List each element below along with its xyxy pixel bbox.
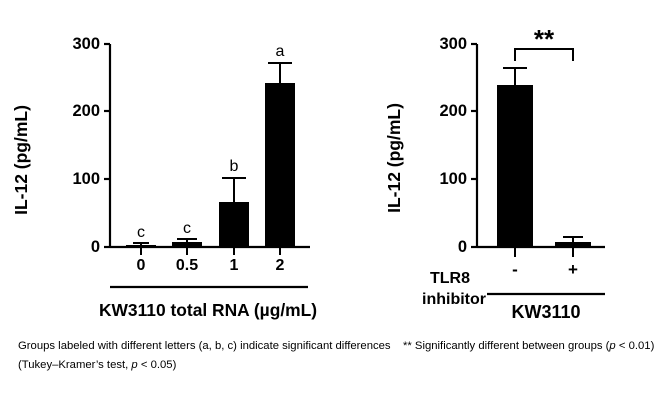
svg-text:b: b: [230, 158, 239, 175]
svg-text:** Significantly different bet: ** Significantly different between group…: [403, 340, 655, 352]
svg-text:0: 0: [458, 238, 467, 256]
svg-text:100: 100: [72, 170, 100, 188]
svg-text:c: c: [137, 224, 145, 241]
svg-text:+: +: [568, 260, 578, 279]
svg-text:2: 2: [276, 257, 285, 274]
svg-text:200: 200: [439, 102, 467, 120]
svg-text:IL-12 (pg/mL): IL-12 (pg/mL): [384, 103, 404, 213]
svg-text:0: 0: [91, 238, 100, 256]
svg-text:100: 100: [439, 170, 467, 188]
svg-text:c: c: [183, 220, 191, 237]
svg-text:-: -: [512, 260, 518, 279]
svg-text:300: 300: [72, 35, 100, 53]
svg-text:Groups labeled with different: Groups labeled with different letters (a…: [18, 340, 391, 352]
svg-text:KW3110: KW3110: [511, 302, 580, 322]
svg-text:KW3110 total RNA (µg/mL): KW3110 total RNA (µg/mL): [99, 300, 317, 320]
svg-text:200: 200: [72, 102, 100, 120]
svg-text:TLR8: TLR8: [430, 270, 470, 287]
svg-text:a: a: [276, 43, 285, 60]
svg-text:**: **: [534, 24, 555, 54]
svg-text:1: 1: [230, 257, 239, 274]
svg-text:(Tukey–Kramer’s test, p < 0.05: (Tukey–Kramer’s test, p < 0.05): [18, 359, 177, 371]
svg-text:inhibitor: inhibitor: [422, 291, 486, 308]
svg-text:300: 300: [439, 35, 467, 53]
svg-text:0.5: 0.5: [176, 257, 198, 274]
svg-text:IL-12 (pg/mL): IL-12 (pg/mL): [11, 105, 31, 215]
svg-text:0: 0: [137, 257, 146, 274]
